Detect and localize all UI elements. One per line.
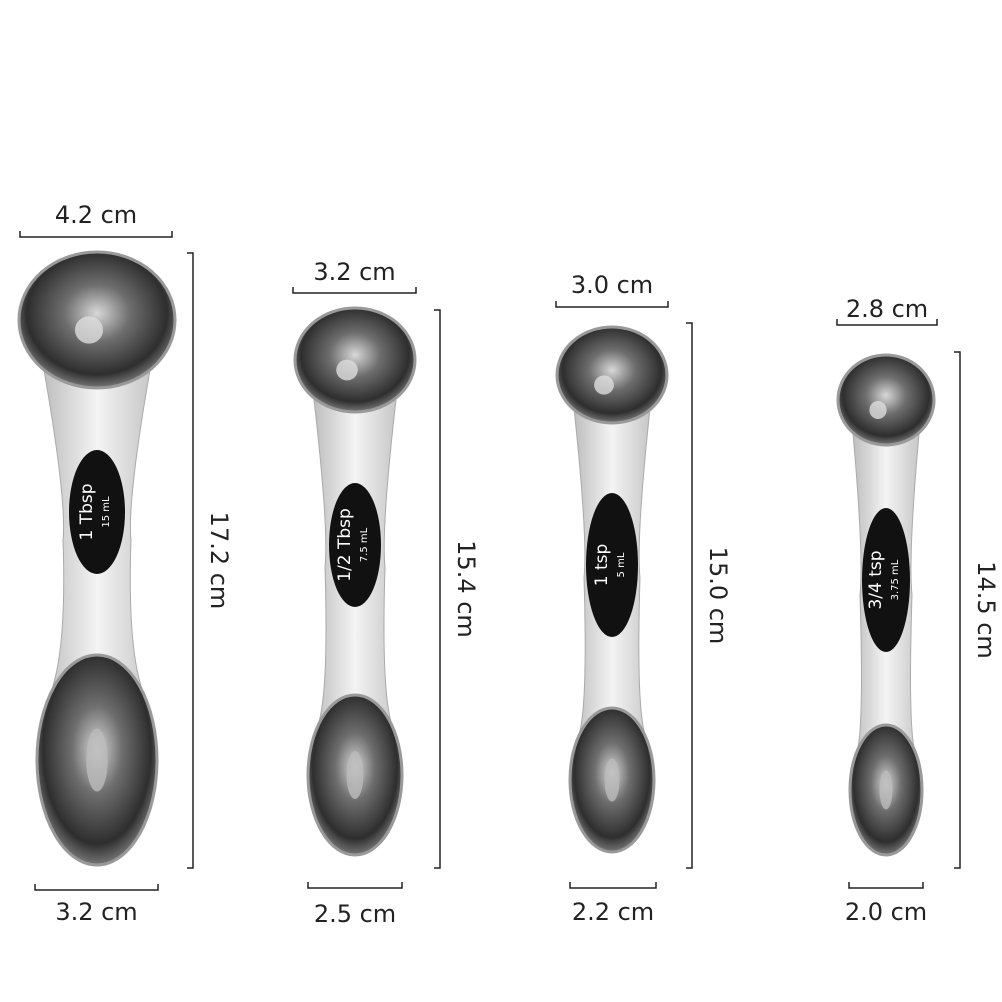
bottom-width: 3.2 cm	[55, 898, 137, 926]
dimension-line	[836, 319, 938, 326]
label-oval	[69, 450, 125, 574]
spoon-volume: 3.75 mL	[890, 559, 901, 600]
top-width: 4.2 cm	[55, 201, 137, 229]
dimension-line	[34, 884, 159, 891]
bottom-width: 2.2 cm	[572, 898, 654, 926]
spoon-highlight	[604, 758, 620, 802]
dimension-line	[555, 301, 669, 308]
dimension-line	[569, 882, 657, 889]
spoon: 1/2 Tbsp 7.5 mL	[293, 306, 417, 857]
dimension-line	[307, 882, 403, 889]
bottom-width: 2.5 cm	[314, 900, 396, 928]
spoon-label: 1/2 Tbsp	[335, 508, 355, 582]
length: 15.0 cm	[704, 547, 732, 645]
dimension-line	[187, 252, 194, 869]
dimension-line	[292, 287, 417, 294]
dimension-line	[954, 351, 961, 869]
spoon-bowl-large	[293, 306, 417, 414]
spoon-highlight	[594, 375, 614, 395]
spoon-volume: 7.5 mL	[359, 527, 370, 562]
spoon-label: 3/4 tsp	[866, 550, 886, 609]
spoon-volume: 5 mL	[616, 552, 627, 577]
spoon-highlight	[336, 359, 358, 381]
top-width: 3.2 cm	[313, 258, 395, 286]
length: 17.2 cm	[205, 512, 233, 610]
dimension-line	[19, 231, 173, 238]
spoon: 3/4 tsp 3.75 mL	[836, 353, 936, 857]
spoon-volume: 15 mL	[101, 496, 112, 528]
length: 15.4 cm	[452, 540, 480, 638]
top-width: 2.8 cm	[846, 295, 928, 323]
spoon-label: 1 tsp	[592, 544, 612, 587]
spoon-highlight	[86, 728, 108, 792]
bottom-width: 2.0 cm	[845, 898, 927, 926]
spoon-highlight	[869, 401, 887, 419]
spoon-bowl-large	[555, 325, 669, 425]
label-oval	[586, 493, 638, 637]
spoon-highlight	[879, 770, 893, 810]
label-oval	[329, 483, 381, 607]
dimension-line	[434, 309, 441, 869]
top-width: 3.0 cm	[571, 271, 653, 299]
dimension-line	[686, 322, 693, 869]
spoon: 1 Tbsp 15 mL	[17, 250, 177, 867]
label-oval	[862, 508, 910, 652]
spoon-highlight	[74, 316, 104, 344]
spoon-label: 1 Tbsp	[77, 483, 97, 540]
length: 14.5 cm	[972, 561, 1000, 659]
spoon: 1 tsp 5 mL	[555, 325, 669, 854]
spoon-highlight	[346, 751, 364, 799]
spoon-bowl-large	[836, 353, 936, 447]
dimension-line	[848, 882, 924, 889]
